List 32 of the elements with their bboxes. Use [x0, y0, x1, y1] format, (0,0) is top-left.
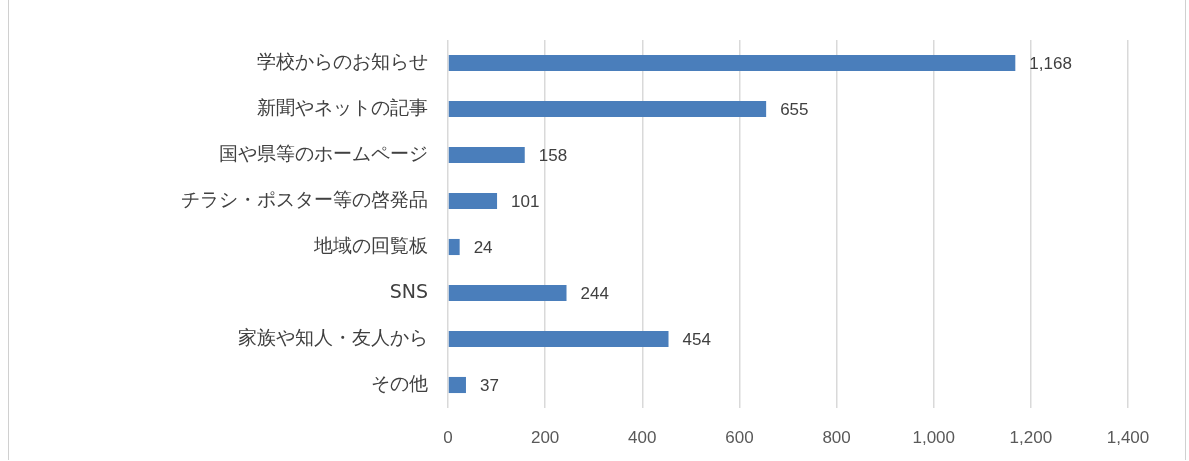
x-tick-label: 1,200: [1009, 427, 1053, 447]
y-tick-label: 家族や知人・友人から: [238, 325, 428, 348]
y-tick-label: 国や県等のホームページ: [219, 141, 428, 164]
x-tick-label: 1,000: [912, 427, 955, 447]
y-tick-label: SNS: [389, 279, 428, 302]
data-label: 37: [479, 375, 499, 395]
bar: [448, 376, 466, 394]
y-tick-label: 地域の回覧板: [313, 233, 428, 256]
data-label: 244: [580, 283, 609, 303]
y-tick-label: チラシ・ポスター等の啓発品: [181, 187, 428, 210]
data-label: 24: [473, 237, 493, 257]
bar: [448, 146, 525, 164]
y-tick-label: 学校からのお知らせ: [257, 49, 428, 72]
bar: [448, 192, 498, 210]
data-label: 655: [780, 99, 809, 119]
bar: [448, 54, 1016, 72]
x-tick-label: 600: [725, 427, 754, 447]
bar: [448, 238, 460, 256]
x-tick-label: 200: [530, 427, 560, 447]
x-tick-label: 1,400: [1106, 427, 1150, 447]
data-label: 1,168: [1029, 53, 1072, 73]
x-tick-label: 400: [628, 427, 657, 447]
y-tick-label: その他: [371, 371, 428, 394]
data-label: 454: [682, 329, 711, 349]
bar: [448, 330, 669, 348]
x-tick-label: 0: [443, 427, 453, 447]
data-label: 101: [511, 191, 540, 211]
bar: [448, 284, 567, 302]
x-tick-label: 800: [822, 427, 851, 447]
y-tick-label: 新聞やネットの記事: [257, 95, 428, 118]
bar: [448, 100, 767, 118]
data-label: 158: [538, 145, 568, 165]
